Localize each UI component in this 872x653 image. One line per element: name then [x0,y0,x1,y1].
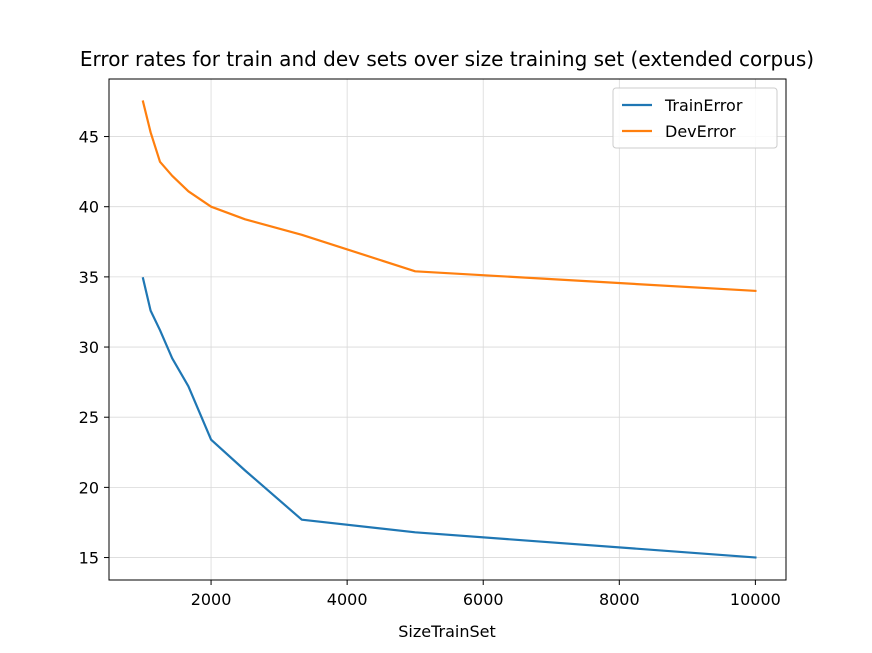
y-axis: 15 20 25 30 35 40 45 [79,128,109,568]
grid [109,79,786,580]
legend-box [612,87,778,149]
x-axis-label: SizeTrainSet [398,622,496,641]
x-tick-label: 6000 [463,590,504,609]
y-tick-label: 40 [79,198,99,217]
x-tick-label: 4000 [327,590,368,609]
series-line-trainerror [141,276,757,559]
x-axis: 2000 4000 6000 8000 10000 [191,580,781,609]
series-line-deverror [141,100,757,293]
legend-label: TrainError [664,96,743,115]
y-tick-label: 30 [79,338,99,357]
legend: TrainError DevError [612,87,778,149]
series-layer [141,100,757,559]
x-tick-label: 2000 [191,590,232,609]
x-tick-label: 10000 [730,590,781,609]
y-tick-label: 15 [79,549,99,568]
y-tick-label: 25 [79,408,99,427]
chart-title: Error rates for train and dev sets over … [80,47,814,71]
x-tick-label: 8000 [599,590,640,609]
y-tick-label: 45 [79,128,99,147]
y-tick-label: 20 [79,478,99,497]
legend-label: DevError [665,122,736,141]
y-tick-label: 35 [79,268,99,287]
plot-frame [108,78,787,581]
